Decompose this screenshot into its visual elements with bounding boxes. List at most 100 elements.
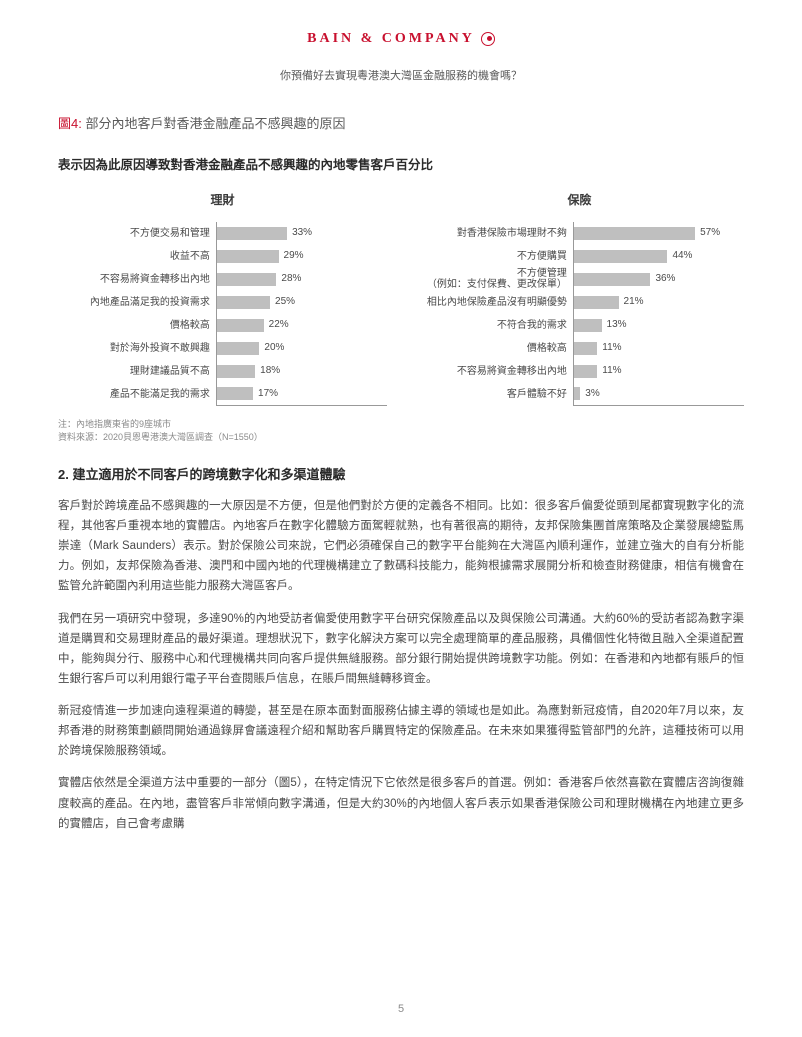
bar — [574, 250, 668, 263]
bar-value: 44% — [672, 248, 692, 264]
bar — [217, 296, 270, 309]
chart-title: 表示因為此原因導致對香港金融產品不感興趣的內地零售客戶百分比 — [58, 155, 744, 175]
bar-area: 11% — [573, 337, 744, 360]
bar-value: 36% — [655, 271, 675, 287]
logo-block: BAIN & COMPANY — [58, 28, 744, 50]
paragraph: 我們在另一項研究中發現，多達90%的內地受訪者偏愛使用數字平台研究保險產品以及與… — [58, 609, 744, 690]
chart-right: 保險 對香港保險市場理財不夠 57% 不方便購買 44% 不方便管理（例如：支付保費、更… — [415, 191, 744, 406]
figure-title: 部分內地客戶對香港金融產品不感興趣的原因 — [85, 116, 345, 131]
bar-area: 3% — [573, 383, 744, 406]
bar — [574, 365, 597, 378]
bar-area: 28% — [216, 268, 387, 291]
bar-area: 21% — [573, 291, 744, 314]
page-number: 5 — [0, 1001, 802, 1019]
chart-left-head: 理財 — [58, 191, 387, 210]
figure-label: 圖4: 部分內地客戶對香港金融產品不感興趣的原因 — [58, 114, 744, 135]
bar-value: 3% — [585, 386, 599, 402]
bar-value: 21% — [624, 294, 644, 310]
logo-text: BAIN & COMPANY — [307, 28, 475, 50]
tagline: 你預備好去實現粵港澳大灣區金融服務的機會嗎？ — [58, 68, 744, 86]
figure-number: 圖4: — [58, 116, 82, 131]
bar-row: 對香港保險市場理財不夠 57% — [415, 222, 744, 245]
chart-note: 注：內地指廣東省的9座城市 資料來源：2020貝恩粵港澳大灣區調查（N=1550… — [58, 418, 744, 443]
bar-area: 22% — [216, 314, 387, 337]
bar-label: 不容易將資金轉移出內地 — [415, 366, 573, 378]
bar-row: 對於海外投資不敢興趣 20% — [58, 337, 387, 360]
bar-label: 理財建議品質不高 — [58, 366, 216, 378]
paragraph: 實體店依然是全渠道方法中重要的一部分（圖5），在特定情況下它依然是很多客戶的首選… — [58, 773, 744, 833]
bar-label: 不方便交易和管理 — [58, 228, 216, 240]
chart-left: 理財 不方便交易和管理 33% 收益不高 29% 不容易將資金轉移出內地 28% 內地產品滿… — [58, 191, 387, 406]
bar-value: 11% — [602, 340, 621, 356]
bar-row: 產品不能滿足我的需求 17% — [58, 383, 387, 406]
bar — [574, 387, 580, 400]
bar-value: 11% — [602, 363, 621, 379]
bar-value: 33% — [292, 225, 312, 241]
bar-label: 不符合我的需求 — [415, 320, 573, 332]
bar-area: 17% — [216, 383, 387, 406]
bar-area: 44% — [573, 245, 744, 268]
bar — [217, 365, 255, 378]
bar-label: 價格較高 — [415, 343, 573, 355]
bar-row: 不方便管理（例如：支付保費、更改保單） 36% — [415, 268, 744, 291]
bar — [217, 227, 287, 240]
bar — [574, 296, 619, 309]
bar-area: 18% — [216, 360, 387, 383]
bar — [217, 319, 264, 332]
bar — [574, 227, 695, 240]
bar-label: 產品不能滿足我的需求 — [58, 389, 216, 401]
bar-value: 57% — [700, 225, 720, 241]
bar-row: 價格較高 11% — [415, 337, 744, 360]
bar-row: 理財建議品質不高 18% — [58, 360, 387, 383]
bar — [217, 250, 279, 263]
bar-label: 對於海外投資不敢興趣 — [58, 343, 216, 355]
logo: BAIN & COMPANY — [307, 28, 495, 50]
bar-label: 內地產品滿足我的投資需求 — [58, 297, 216, 309]
bar-label: 收益不高 — [58, 251, 216, 263]
bar — [574, 273, 651, 286]
bar-value: 29% — [284, 248, 304, 264]
bar-label: 對香港保險市場理財不夠 — [415, 228, 573, 240]
bar-label: 不方便購買 — [415, 251, 573, 263]
bar-value: 22% — [269, 317, 289, 333]
bar-value: 13% — [607, 317, 627, 333]
bar-row: 不符合我的需求 13% — [415, 314, 744, 337]
bar-row: 客戶體驗不好 3% — [415, 383, 744, 406]
bar-row: 內地產品滿足我的投資需求25% — [58, 291, 387, 314]
paragraph: 客戶對於跨境產品不感興趣的一大原因是不方便，但是他們對於方便的定義各不相同。比如… — [58, 496, 744, 597]
bar-area: 20% — [216, 337, 387, 360]
bar-row: 不方便購買 44% — [415, 245, 744, 268]
bar — [574, 319, 602, 332]
bar-value: 28% — [281, 271, 301, 287]
bar-area: 36% — [573, 268, 744, 291]
bar-label: 價格較高 — [58, 320, 216, 332]
bar-value: 18% — [260, 363, 280, 379]
bar-area: 33% — [216, 222, 387, 245]
bar-area: 13% — [573, 314, 744, 337]
bar-row: 不方便交易和管理 33% — [58, 222, 387, 245]
bar-row: 價格較高 22% — [58, 314, 387, 337]
paragraph: 新冠疫情進一步加速向遠程渠道的轉變，甚至是在原本面對面服務佔據主導的領域也是如此… — [58, 701, 744, 761]
bar-area: 57% — [573, 222, 744, 245]
bar-row: 不容易將資金轉移出內地 11% — [415, 360, 744, 383]
bar-area: 29% — [216, 245, 387, 268]
note-line-2: 資料來源：2020貝恩粵港澳大灣區調查（N=1550） — [58, 431, 744, 444]
charts-container: 理財 不方便交易和管理 33% 收益不高 29% 不容易將資金轉移出內地 28% 內地產品滿… — [58, 191, 744, 406]
bar-value: 17% — [258, 386, 278, 402]
logo-icon — [481, 32, 495, 46]
bar-label: 不方便管理（例如：支付保費、更改保單） — [415, 268, 573, 291]
bar-row: 收益不高 29% — [58, 245, 387, 268]
bar-value: 20% — [264, 340, 284, 356]
chart-right-head: 保險 — [415, 191, 744, 210]
bar — [574, 342, 597, 355]
bar-area: 25% — [216, 291, 387, 314]
note-line-1: 注：內地指廣東省的9座城市 — [58, 418, 744, 431]
bar-area: 11% — [573, 360, 744, 383]
bar — [217, 273, 277, 286]
bar-label: 不容易將資金轉移出內地 — [58, 274, 216, 286]
bar-row: 不容易將資金轉移出內地 28% — [58, 268, 387, 291]
bar-label: 客戶體驗不好 — [415, 389, 573, 401]
bar — [217, 387, 253, 400]
bar-label: 相比內地保險產品沒有明顯優勢 — [415, 297, 573, 309]
bar-row: 相比內地保險產品沒有明顯優勢 21% — [415, 291, 744, 314]
